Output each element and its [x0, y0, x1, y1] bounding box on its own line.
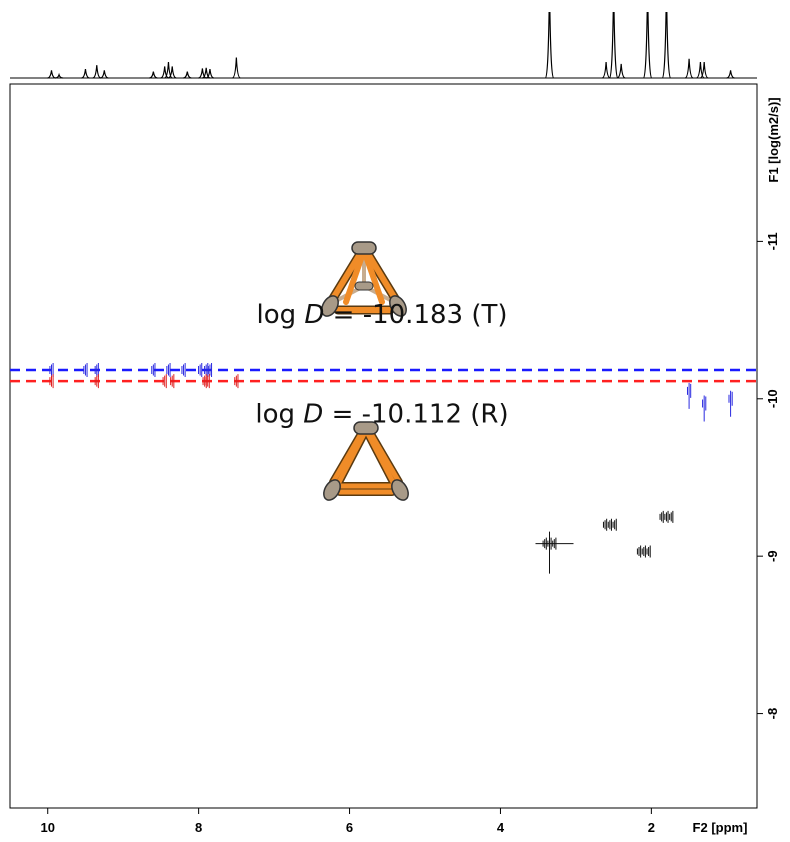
x-tick-label: 8	[195, 820, 202, 835]
projection-peak	[661, 12, 672, 79]
cross-peak	[198, 362, 203, 377]
annotation: log D = -10.112 (R)	[255, 399, 508, 429]
projection	[47, 12, 735, 79]
projection-peak	[684, 58, 694, 79]
cross-peak	[94, 374, 99, 389]
projection-peak	[149, 71, 158, 79]
cross-peak	[602, 518, 617, 531]
cross-peak	[181, 362, 186, 377]
y-tick-label: -8	[765, 708, 780, 720]
cross-peak	[686, 382, 692, 409]
cross-peak	[702, 395, 707, 422]
y-tick-label: -10	[765, 389, 780, 408]
annotation-part: log	[255, 399, 303, 429]
projection-peak	[168, 66, 177, 79]
projection-peak	[642, 12, 653, 79]
cross-peak	[151, 362, 156, 377]
projection-peak	[609, 12, 619, 79]
cross-peak	[207, 362, 213, 377]
cross-peak	[49, 374, 54, 389]
annotation-part: = -10.112 (R)	[323, 399, 508, 429]
projection-peak	[164, 61, 173, 79]
projection-peak	[205, 68, 215, 79]
cross-peak	[659, 510, 674, 523]
projection-peak	[726, 70, 735, 79]
cross-peak	[83, 362, 88, 377]
projection-peak	[81, 68, 90, 79]
x-tick-label: 4	[497, 820, 505, 835]
tetrahedron-icon	[321, 241, 407, 317]
x-axis-label: F2 [ppm]	[693, 820, 748, 835]
cross-peak	[728, 390, 733, 417]
x-tick-label: 2	[648, 820, 655, 835]
x-tick-label: 10	[40, 820, 54, 835]
plot-frame	[9, 83, 758, 809]
cross-peak	[234, 374, 239, 389]
projection-peak	[92, 65, 101, 79]
annotation-part: log	[256, 300, 304, 330]
y-axis-label: F1 [log(m2/s)]	[766, 97, 781, 182]
cross-peak	[162, 374, 167, 389]
projection-peak	[696, 61, 705, 79]
projection-peak	[55, 72, 64, 79]
projection-peak	[202, 67, 211, 79]
cross-peak	[204, 362, 209, 377]
projection-peak	[183, 71, 192, 79]
projection-peak	[47, 70, 56, 79]
projection-peak	[160, 66, 169, 79]
projection-peak	[699, 61, 709, 79]
annotation-part: D	[303, 399, 323, 429]
y-tick-label: -9	[765, 550, 780, 562]
projection-peak	[601, 61, 611, 79]
annotation-part: D	[304, 300, 324, 330]
cross-peak	[636, 545, 651, 558]
annotation-part: = -10.183 (T)	[324, 300, 507, 330]
x-tick-label: 6	[346, 820, 353, 835]
projection-peak	[617, 63, 626, 79]
cross-peak	[170, 374, 175, 389]
annotation: log D = -10.183 (T)	[256, 300, 507, 330]
cross-peak	[535, 531, 574, 574]
y-tick-label: -11	[765, 232, 780, 250]
cross-peak	[166, 362, 171, 377]
projection-peak	[100, 70, 109, 79]
triangle-icon	[323, 421, 409, 501]
projection-peak	[544, 12, 555, 79]
projection-peak	[198, 68, 207, 79]
cross-peak	[205, 374, 210, 389]
projection-peak	[232, 57, 241, 79]
